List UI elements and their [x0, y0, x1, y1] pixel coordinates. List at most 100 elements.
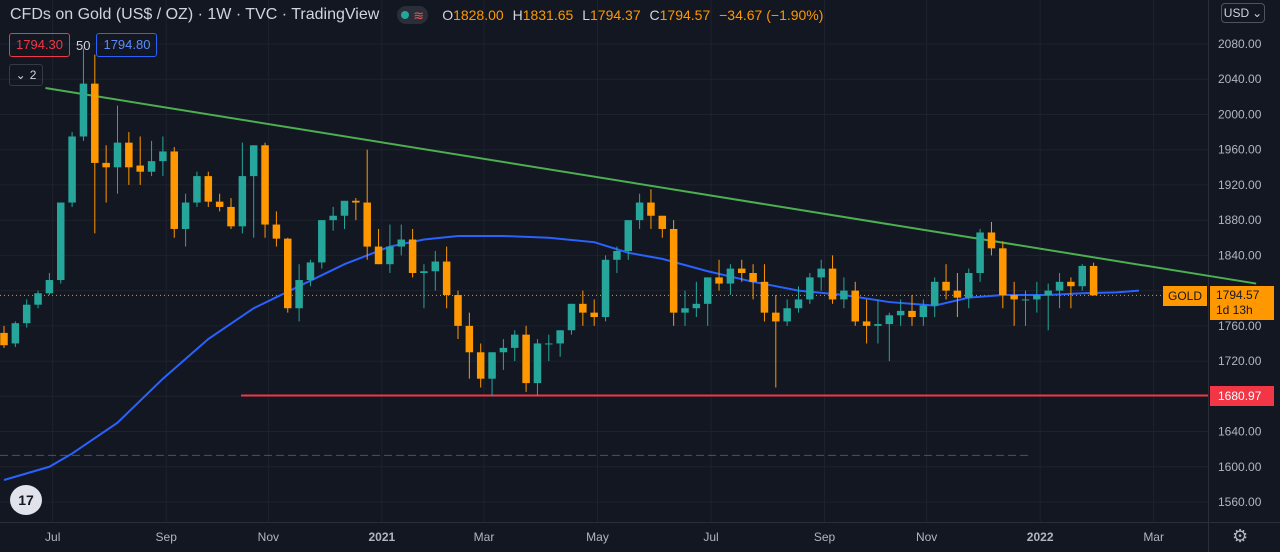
market-status[interactable]: ≋: [397, 6, 429, 24]
candle-body[interactable]: [352, 200, 360, 203]
candle-body[interactable]: [885, 315, 894, 325]
candle-body[interactable]: [170, 151, 179, 229]
candle-body[interactable]: [590, 312, 598, 318]
candle-body[interactable]: [601, 259, 610, 318]
candle-body[interactable]: [147, 161, 156, 172]
candle-body[interactable]: [749, 273, 757, 282]
candle-body[interactable]: [715, 277, 723, 284]
candle-body[interactable]: [1044, 290, 1052, 296]
candle-body[interactable]: [1021, 299, 1030, 301]
candle-body[interactable]: [22, 304, 31, 324]
candle-body[interactable]: [613, 250, 621, 260]
trendline[interactable]: [45, 87, 1257, 285]
candle-body[interactable]: [976, 232, 984, 273]
candle-body[interactable]: [431, 261, 440, 272]
candle-body[interactable]: [125, 142, 133, 168]
candle-body[interactable]: [45, 280, 54, 294]
candle-body[interactable]: [57, 202, 65, 281]
candle-body[interactable]: [34, 293, 42, 305]
candle-body[interactable]: [624, 220, 633, 251]
candle-body[interactable]: [647, 202, 655, 216]
candle-body[interactable]: [556, 330, 564, 344]
candle-body[interactable]: [999, 248, 1007, 296]
candle-body[interactable]: [703, 277, 712, 304]
candle-body[interactable]: [476, 352, 485, 379]
candle-body[interactable]: [511, 334, 519, 348]
candle-body[interactable]: [0, 332, 8, 346]
candle-body[interactable]: [817, 268, 825, 278]
candle-body[interactable]: [261, 145, 269, 225]
candle-body[interactable]: [862, 321, 871, 326]
candle-body[interactable]: [329, 215, 337, 221]
candle-body[interactable]: [896, 310, 905, 316]
candle-body[interactable]: [669, 228, 678, 313]
candle-body[interactable]: [318, 220, 326, 263]
candle-body[interactable]: [215, 201, 224, 207]
symbol-title[interactable]: CFDs on Gold (US$ / OZ) · 1W · TVC · Tra…: [10, 6, 380, 23]
candle-body[interactable]: [1067, 281, 1075, 287]
candle-body[interactable]: [204, 176, 213, 202]
candle-body[interactable]: [68, 136, 76, 203]
candle-body[interactable]: [227, 206, 235, 227]
candle-body[interactable]: [79, 83, 88, 137]
candle-body[interactable]: [908, 310, 916, 318]
candle-body[interactable]: [420, 271, 428, 273]
candle-body[interactable]: [284, 238, 292, 309]
candle-body[interactable]: [726, 268, 735, 284]
candle-body[interactable]: [1089, 265, 1098, 296]
candle-body[interactable]: [454, 295, 462, 326]
candle-body[interactable]: [942, 281, 950, 291]
candle-body[interactable]: [159, 151, 167, 162]
candle-body[interactable]: [567, 303, 576, 331]
candle-body[interactable]: [102, 162, 110, 168]
gear-icon[interactable]: ⚙: [1232, 526, 1249, 546]
candle-body[interactable]: [91, 83, 99, 163]
candle-body[interactable]: [465, 325, 474, 353]
candle-body[interactable]: [930, 281, 939, 306]
candle-body[interactable]: [340, 200, 349, 216]
candle-body[interactable]: [533, 343, 542, 384]
candle-body[interactable]: [397, 239, 406, 247]
candle-body[interactable]: [522, 334, 530, 384]
candle-body[interactable]: [635, 202, 644, 221]
candle-body[interactable]: [306, 262, 315, 281]
tradingview-logo-icon[interactable]: 17: [10, 485, 42, 515]
candle-body[interactable]: [136, 165, 144, 172]
candle-body[interactable]: [113, 142, 122, 168]
candle-body[interactable]: [193, 176, 201, 203]
candle-body[interactable]: [874, 324, 882, 326]
candle-body[interactable]: [272, 224, 281, 239]
candle-body[interactable]: [1055, 281, 1064, 291]
candle-body[interactable]: [658, 215, 667, 229]
candle-body[interactable]: [386, 246, 394, 265]
candle-body[interactable]: [1078, 265, 1087, 287]
candle-body[interactable]: [363, 202, 371, 247]
candle-body[interactable]: [738, 268, 746, 273]
candle-body[interactable]: [851, 290, 860, 322]
candle-body[interactable]: [1010, 295, 1018, 300]
currency-button[interactable]: USD ⌄: [1221, 3, 1265, 23]
candle-body[interactable]: [783, 308, 791, 322]
moving-average-line[interactable]: [3, 235, 1140, 481]
candle-body[interactable]: [772, 312, 780, 322]
candle-body[interactable]: [249, 145, 258, 177]
candle-body[interactable]: [828, 268, 837, 300]
candle-body[interactable]: [374, 246, 383, 265]
candle-body[interactable]: [488, 352, 496, 379]
candle-body[interactable]: [545, 343, 553, 345]
candle-body[interactable]: [11, 323, 20, 344]
candle-body[interactable]: [794, 299, 803, 309]
candle-body[interactable]: [238, 176, 247, 227]
candle-body[interactable]: [1033, 295, 1041, 300]
candle-body[interactable]: [965, 273, 973, 298]
candle-body[interactable]: [442, 261, 451, 296]
candle-body[interactable]: [408, 239, 417, 273]
candle-body[interactable]: [692, 303, 701, 309]
ma-length[interactable]: 50: [76, 37, 91, 53]
candle-body[interactable]: [806, 277, 814, 300]
candle-body[interactable]: [953, 290, 962, 298]
candle-body[interactable]: [295, 280, 303, 309]
candle-body[interactable]: [840, 290, 848, 300]
candle-body[interactable]: [987, 232, 996, 249]
